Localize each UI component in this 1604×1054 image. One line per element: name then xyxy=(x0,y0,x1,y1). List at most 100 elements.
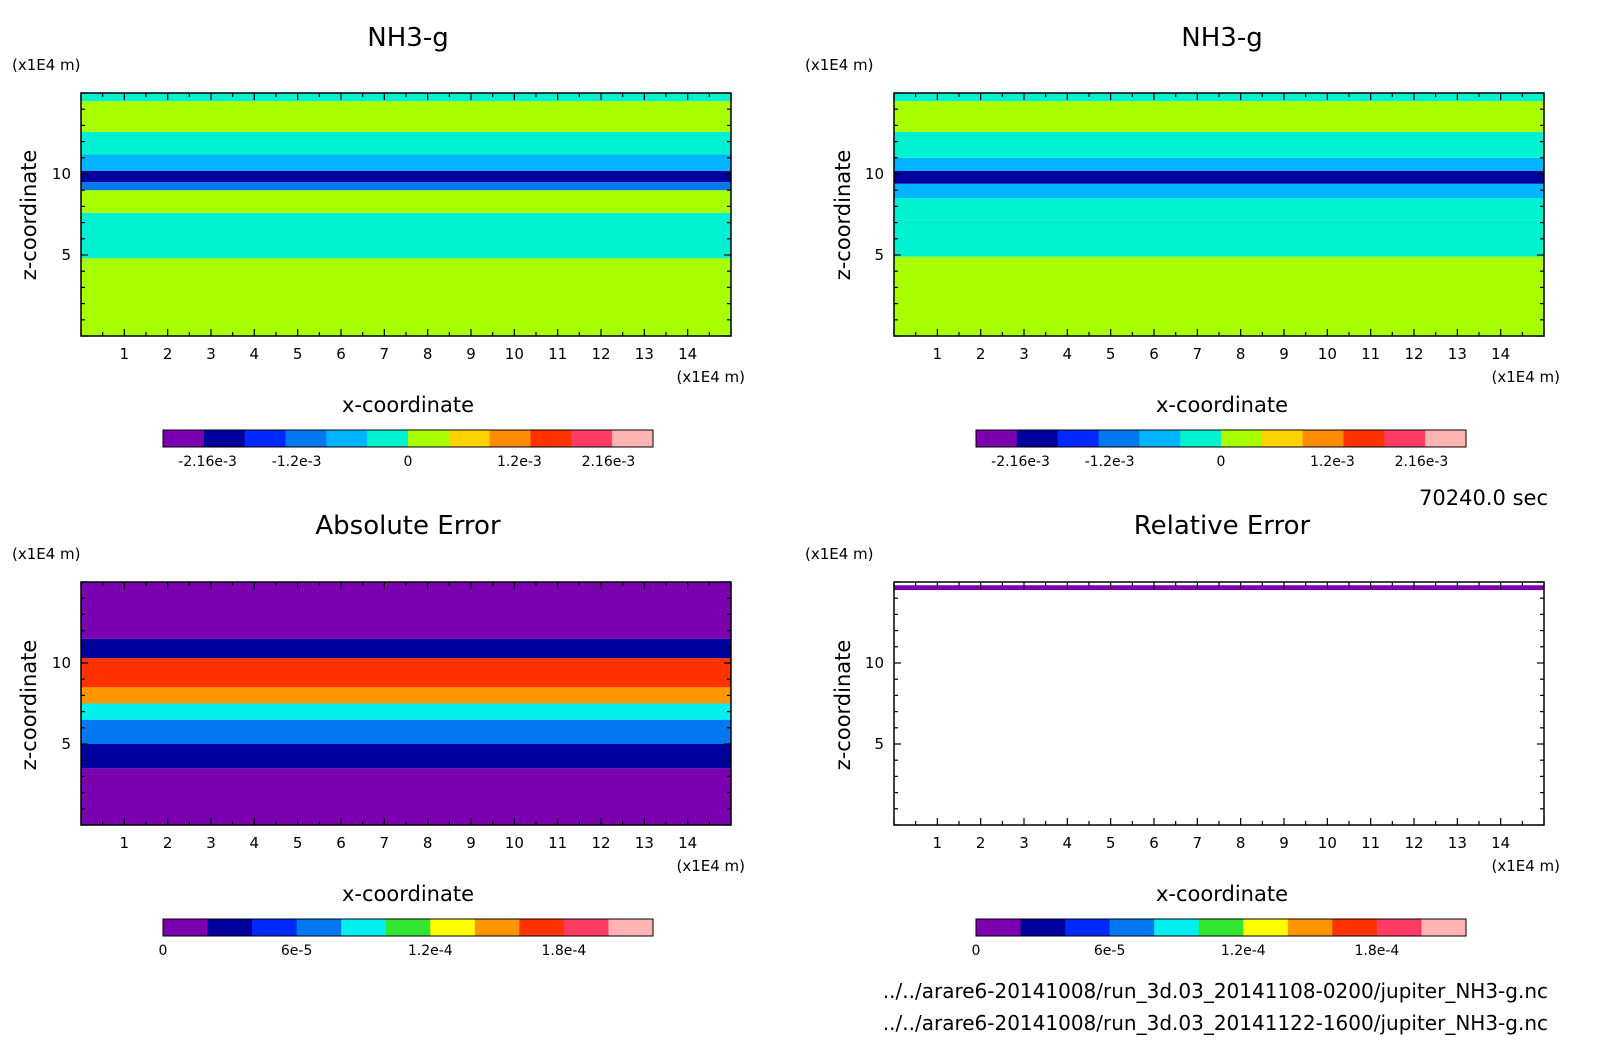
y-axis-label: z-coordinate xyxy=(831,150,855,281)
colorbar-swatch xyxy=(326,430,368,447)
x-tick-label: 5 xyxy=(1106,345,1116,363)
x-tick-label: 13 xyxy=(1448,834,1467,852)
contour-band xyxy=(81,93,731,102)
x-tick-label: 7 xyxy=(380,345,390,363)
x-tick-label: 5 xyxy=(1106,834,1116,852)
plot-background xyxy=(894,582,1544,825)
colorbar-tick-label: 1.2e-3 xyxy=(1310,454,1355,470)
x-tick-label: 6 xyxy=(1149,834,1159,852)
colorbar-tick-label: 0 xyxy=(1217,454,1226,470)
x-tick-label: 12 xyxy=(591,345,610,363)
contour-band xyxy=(81,190,731,213)
colorbar-tick-label: 2.16e-3 xyxy=(582,454,636,470)
colorbar-tick-label: -1.2e-3 xyxy=(272,454,322,470)
x-tick-label: 13 xyxy=(1448,345,1467,363)
y-tick-label: 10 xyxy=(865,165,884,183)
y-tick-labels: 5 10 xyxy=(865,165,884,264)
x-tick-label: 3 xyxy=(1019,834,1029,852)
y-tick-label: 10 xyxy=(52,165,71,183)
colorbar-swatch xyxy=(1243,919,1289,936)
contour-band xyxy=(81,170,731,183)
contour-band xyxy=(894,198,1544,220)
contour-band xyxy=(81,212,731,259)
colorbar-swatch xyxy=(252,919,298,936)
file-path-1: ../../arare6-20141008/run_3d.03_20141108… xyxy=(883,979,1548,1003)
timestamp-label: 70240.0 sec xyxy=(1419,486,1548,510)
x-tick-labels: 1 2 3 4 5 6 7 8 9 10 11 12 13 14 xyxy=(933,345,1511,363)
x-tick-label: 2 xyxy=(976,345,986,363)
y-unit-label: (x1E4 m) xyxy=(805,56,874,74)
colorbar-tick-label: 1.8e-4 xyxy=(1354,943,1399,959)
colorbar-tick-label: 2.16e-3 xyxy=(1395,454,1449,470)
colorbar-swatch xyxy=(1198,919,1244,936)
contour-band xyxy=(894,585,1544,591)
colorbar-swatch xyxy=(1180,430,1222,447)
x-tick-label: 14 xyxy=(1491,345,1510,363)
x-tick-label: 2 xyxy=(163,834,173,852)
x-tick-label: 4 xyxy=(1063,834,1073,852)
colorbar-swatch xyxy=(285,430,327,447)
colorbar-swatch xyxy=(608,919,654,936)
x-tick-label: 6 xyxy=(336,345,346,363)
x-axis-label: x-coordinate xyxy=(342,393,474,417)
contour-band xyxy=(81,131,731,155)
colorbar-swatch xyxy=(1384,430,1426,447)
colorbar-swatch xyxy=(1287,919,1333,936)
contour-band xyxy=(81,154,731,171)
panel-title: NH3-g xyxy=(1181,23,1262,53)
x-tick-label: 4 xyxy=(1063,345,1073,363)
colorbar-swatch xyxy=(1057,430,1099,447)
x-unit-label: (x1E4 m) xyxy=(676,368,745,386)
x-tick-label: 14 xyxy=(678,834,697,852)
colorbar-frame xyxy=(162,429,654,448)
colorbar-swatch xyxy=(1425,430,1467,447)
x-tick-label: 12 xyxy=(1404,345,1423,363)
colorbar-swatch xyxy=(976,430,1018,447)
contour-band xyxy=(81,101,731,132)
colorbar-swatch xyxy=(1376,919,1422,936)
y-axis-label: z-coordinate xyxy=(17,150,41,281)
x-tick-label: 8 xyxy=(423,345,433,363)
colorbar-swatch xyxy=(1098,430,1140,447)
colorbar-swatch xyxy=(1154,919,1200,936)
colorbar-swatch xyxy=(489,430,531,447)
contour-band xyxy=(81,703,731,720)
colorbar-swatch xyxy=(1065,919,1111,936)
colorbar-frame xyxy=(975,918,1467,937)
colorbar-swatch xyxy=(163,430,205,447)
colorbar-swatch xyxy=(1109,919,1155,936)
x-tick-label: 10 xyxy=(1318,345,1337,363)
colorbar-frame xyxy=(975,429,1467,448)
colorbar-swatch xyxy=(296,919,342,936)
x-tick-label: 10 xyxy=(505,345,524,363)
y-tick-labels: 5 10 xyxy=(865,654,884,753)
x-tick-label: 10 xyxy=(1318,834,1337,852)
y-tick-labels: 5 10 xyxy=(52,654,71,753)
colorbar-swatch xyxy=(385,919,431,936)
x-tick-label: 9 xyxy=(1279,345,1289,363)
colorbar-swatch xyxy=(976,919,1022,936)
heatmap-plot-area xyxy=(80,581,732,826)
colorbar-swatch xyxy=(1020,919,1066,936)
panel-nh3-comparison: NH3-g (x1E4 m) z-coordinate 1 2 3 4 5 6 7 8 9 10 1… xyxy=(805,23,1560,470)
x-axis-label: x-coordinate xyxy=(1156,882,1288,906)
file-path-2: ../../arare6-20141008/run_3d.03_20141122… xyxy=(883,1011,1548,1035)
x-tick-label: 8 xyxy=(1236,834,1246,852)
colorbar-frame xyxy=(162,918,654,937)
colorbar-swatch xyxy=(1421,919,1467,936)
x-tick-label: 11 xyxy=(548,834,567,852)
x-tick-label: 5 xyxy=(293,834,303,852)
x-tick-label: 1 xyxy=(933,834,943,852)
colorbar-swatch xyxy=(519,919,565,936)
contour-band xyxy=(81,182,731,191)
contour-band xyxy=(894,256,1544,336)
x-tick-label: 3 xyxy=(1019,345,1029,363)
contour-band xyxy=(81,687,731,704)
contour-band xyxy=(81,258,731,336)
panel-nh3-original: NH3-g (x1E4 m) z-coordinate 1 2 3 4 5 6 7 8 9 10 1… xyxy=(12,23,745,470)
y-unit-label: (x1E4 m) xyxy=(805,545,874,563)
panel-title: Absolute Error xyxy=(315,511,501,541)
contour-band xyxy=(81,582,731,639)
